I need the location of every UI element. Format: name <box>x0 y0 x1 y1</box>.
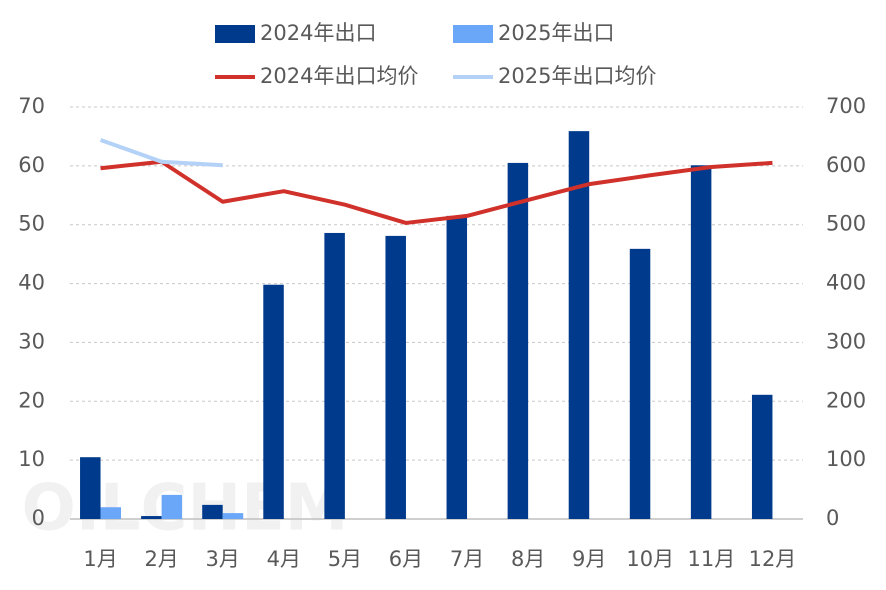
line <box>99 138 223 168</box>
y-tick-label: 0 <box>32 506 45 530</box>
y2-tick-label: 200 <box>826 388 866 412</box>
y2-tick-label: 500 <box>826 212 866 236</box>
bar <box>263 284 284 519</box>
legend-swatch <box>215 25 255 43</box>
y2-tick-label: 400 <box>826 271 866 295</box>
watermark: OILCHEM <box>22 472 349 546</box>
x-tick-label: 12月 <box>749 547 797 571</box>
bar <box>690 165 712 520</box>
bar <box>222 513 244 519</box>
legend-label: 2024年出口 <box>260 21 376 45</box>
y2-tick-label: 100 <box>826 447 866 471</box>
x-tick-label: 9月 <box>572 547 606 571</box>
y-tick-label: 20 <box>18 388 45 412</box>
bar <box>100 507 122 519</box>
y-tick-label: 30 <box>18 329 45 353</box>
legend-label: 2024年出口均价 <box>260 64 418 88</box>
x-tick-label: 3月 <box>206 547 240 571</box>
x-tick-label: 6月 <box>389 547 423 571</box>
bar <box>751 394 773 519</box>
x-tick-label: 2月 <box>144 547 178 571</box>
y2-tick-label: 300 <box>826 329 866 353</box>
y-tick-label: 10 <box>18 447 45 471</box>
bar <box>629 248 651 520</box>
y2-tick-label: 600 <box>826 153 866 177</box>
legend-swatch <box>453 25 493 43</box>
x-tick-label: 5月 <box>328 547 362 571</box>
y2-tick-label: 0 <box>826 506 839 530</box>
x-tick-label: 1月 <box>83 547 117 571</box>
bar <box>507 162 529 519</box>
bar <box>568 131 590 520</box>
y-tick-label: 60 <box>18 153 45 177</box>
bar <box>80 457 101 519</box>
bar <box>324 232 345 519</box>
x-tick-label: 7月 <box>450 547 484 571</box>
x-tick-label: 4月 <box>267 547 301 571</box>
x-tick-label: 8月 <box>511 547 545 571</box>
y-tick-label: 40 <box>18 271 45 295</box>
legend-label: 2025年出口 <box>498 21 614 45</box>
bar <box>202 504 223 519</box>
y-tick-label: 70 <box>18 94 45 118</box>
line <box>100 159 773 225</box>
bar <box>141 516 162 519</box>
y2-tick-label: 700 <box>826 94 866 118</box>
legend-label: 2025年出口均价 <box>498 64 656 88</box>
bar <box>446 215 468 519</box>
y-tick-label: 50 <box>18 212 45 236</box>
x-tick-label: 10月 <box>626 547 674 571</box>
bar <box>161 494 183 519</box>
x-tick-label: 11月 <box>688 547 736 571</box>
bar <box>385 235 406 519</box>
